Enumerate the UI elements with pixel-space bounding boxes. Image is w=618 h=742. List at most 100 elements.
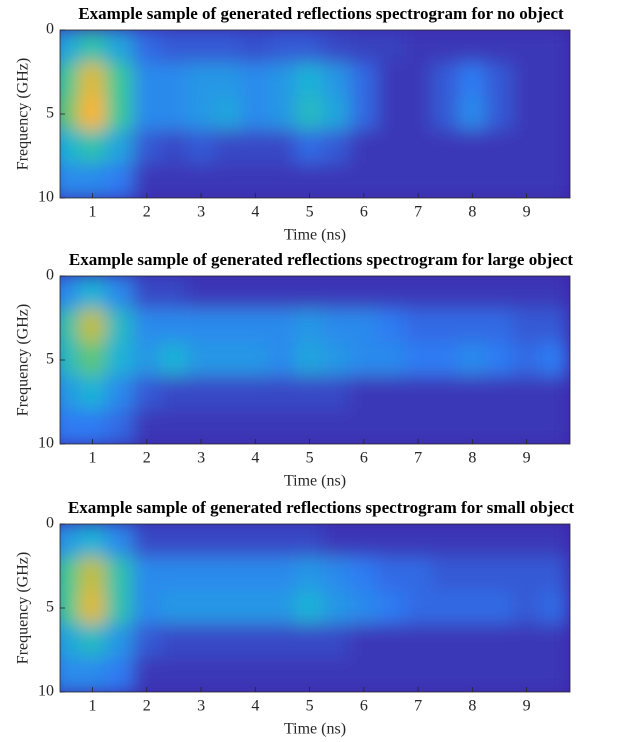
heatmap-cell	[322, 524, 351, 559]
heatmap-cell	[403, 62, 433, 99]
heatmap-cell	[458, 62, 487, 99]
chart-title: Example sample of generated reflections …	[78, 4, 564, 23]
heatmap-cell	[376, 657, 406, 692]
heatmap-cell	[186, 62, 216, 99]
heatmap-cell	[403, 657, 433, 692]
heatmap-cell	[60, 524, 80, 559]
heatmap-cell	[78, 375, 107, 412]
heatmap-cell	[403, 129, 433, 166]
heatmap-cell	[105, 163, 134, 198]
heatmap-cell	[349, 129, 379, 166]
heatmap-cell	[322, 375, 351, 412]
heatmap-cell	[403, 524, 433, 559]
heatmap-cell	[268, 524, 297, 559]
heatmap-cell	[295, 129, 324, 166]
heatmap-cell	[295, 623, 324, 660]
heatmap-cell	[186, 657, 216, 692]
heatmap-cell	[349, 96, 379, 132]
heatmap-cell	[539, 62, 568, 99]
heatmap-cell	[322, 342, 351, 378]
heatmap-cell	[186, 129, 216, 166]
heatmap-cell	[241, 276, 270, 311]
heatmap-cell	[105, 375, 134, 412]
heatmap-cell	[213, 129, 243, 166]
heatmap-cell	[268, 657, 297, 692]
heatmap-cell	[403, 409, 433, 444]
x-tick-label: 6	[360, 698, 368, 715]
heatmap-cell	[268, 409, 297, 444]
chart-title: Example sample of generated reflections …	[68, 498, 574, 517]
heatmap-cell	[241, 590, 270, 626]
heatmap-cell	[105, 556, 134, 593]
x-tick-label: 9	[523, 450, 531, 467]
heatmap-cell	[60, 96, 80, 132]
heatmap-cell	[159, 409, 189, 444]
heatmap-cell	[403, 375, 433, 412]
heatmap-cell	[512, 590, 541, 626]
heatmap-cell	[213, 409, 243, 444]
heatmap-cell	[105, 342, 134, 378]
y-tick-label: 0	[46, 21, 54, 38]
heatmap-cell	[349, 375, 379, 412]
y-tick-label: 5	[46, 599, 54, 616]
heatmap-cell	[132, 276, 162, 311]
heatmap-cell	[458, 409, 487, 444]
heatmap-cell	[186, 96, 216, 132]
heatmap-cell	[322, 657, 351, 692]
heatmap-cell	[512, 129, 541, 166]
heatmap-cell	[458, 524, 487, 559]
heatmap-cell	[485, 276, 514, 311]
heatmap-cell	[159, 590, 189, 626]
x-tick-label: 7	[414, 450, 422, 467]
heatmap-cell	[60, 409, 80, 444]
heatmap-cell	[268, 308, 297, 345]
heatmap-cell	[268, 342, 297, 378]
y-tick-label: 5	[46, 105, 54, 122]
heatmap-cell	[349, 623, 379, 660]
heatmap-cell	[539, 276, 568, 311]
heatmap	[60, 276, 570, 444]
heatmap-cell	[403, 623, 433, 660]
x-axis-label: Time (ns)	[284, 473, 346, 490]
heatmap-cell	[78, 163, 107, 198]
heatmap-cell	[186, 163, 216, 198]
heatmap-cell	[539, 590, 568, 626]
heatmap-cell	[403, 96, 433, 132]
heatmap-cell	[376, 276, 406, 311]
y-tick-label: 0	[46, 515, 54, 532]
heatmap-cell	[295, 590, 324, 626]
heatmap-cell	[241, 524, 270, 559]
heatmap	[60, 30, 570, 198]
heatmap-cell	[268, 96, 297, 132]
heatmap-cell	[186, 30, 216, 65]
heatmap-cell	[132, 590, 162, 626]
heatmap-cell	[60, 163, 80, 198]
heatmap-cell	[458, 590, 487, 626]
heatmap-cell	[295, 96, 324, 132]
heatmap-cell	[539, 163, 568, 198]
heatmap-cell	[322, 556, 351, 593]
heatmap-cell	[78, 556, 107, 593]
heatmap-cell	[159, 30, 189, 65]
x-tick-label: 5	[306, 698, 314, 715]
heatmap-cell	[186, 276, 216, 311]
x-tick-label: 6	[360, 450, 368, 467]
heatmap-cell	[403, 308, 433, 345]
heatmap-cell	[349, 163, 379, 198]
heatmap-cell	[78, 409, 107, 444]
heatmap-cell	[403, 276, 433, 311]
heatmap-cell	[485, 308, 514, 345]
heatmap-cell	[132, 96, 162, 132]
heatmap-cell	[485, 375, 514, 412]
heatmap-cell	[78, 657, 107, 692]
heatmap-cell	[322, 623, 351, 660]
heatmap-cell	[539, 129, 568, 166]
y-axis-label: Frequency (GHz)	[15, 552, 32, 664]
heatmap-cell	[430, 163, 460, 198]
heatmap-cell	[322, 163, 351, 198]
heatmap-cells	[60, 30, 568, 198]
heatmap-cell	[376, 556, 406, 593]
heatmap-cell	[349, 590, 379, 626]
y-axis-label: Frequency (GHz)	[15, 304, 32, 416]
heatmap-cell	[213, 163, 243, 198]
